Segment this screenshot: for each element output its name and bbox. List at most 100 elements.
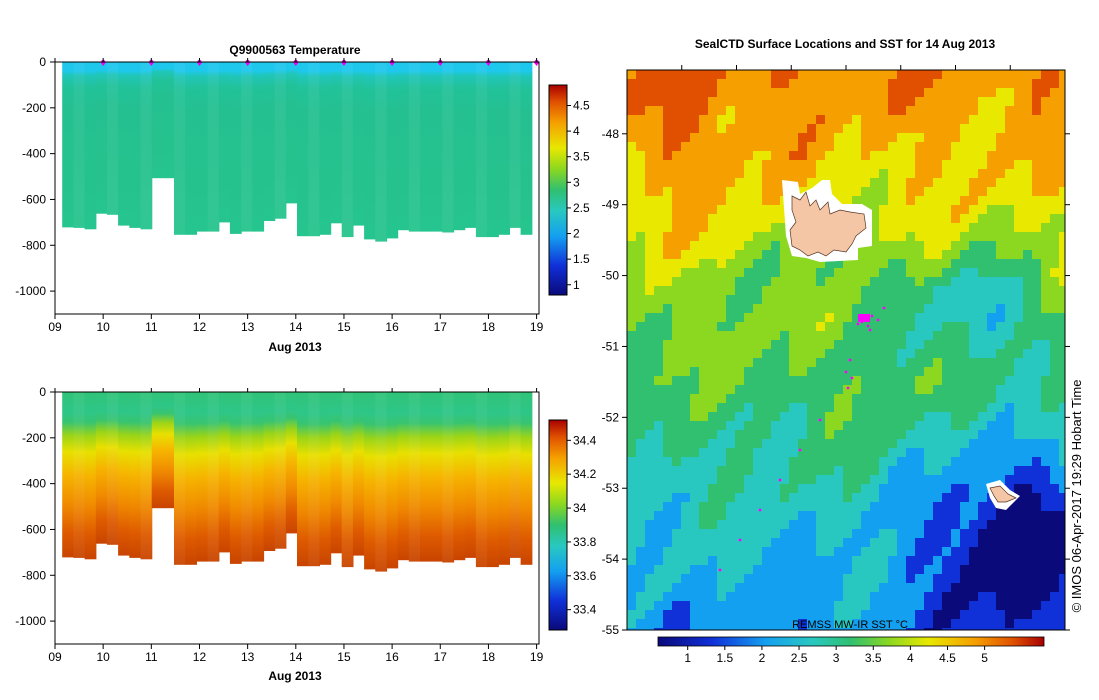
sst-cell <box>726 223 736 233</box>
sst-cell <box>852 430 862 440</box>
sst-cell <box>762 133 772 143</box>
sst-cell <box>1041 511 1051 521</box>
sst-cell <box>951 610 961 620</box>
sst-cell <box>780 403 790 413</box>
sst-cell <box>636 349 646 359</box>
sst-cell <box>996 232 1006 242</box>
sst-cell <box>798 187 808 197</box>
sst-cell <box>744 394 754 404</box>
sst-cell <box>654 214 664 224</box>
sst-cell <box>933 601 943 611</box>
sst-cell <box>969 358 979 368</box>
sst-cell <box>1014 628 1024 630</box>
sst-cell <box>933 484 943 494</box>
sst-cell <box>879 160 889 170</box>
sst-cell <box>987 412 997 422</box>
sst-cell <box>924 79 934 89</box>
sst-cell <box>717 529 727 539</box>
sst-cell <box>636 619 646 629</box>
sst-cell <box>789 115 799 125</box>
sst-cell <box>708 430 718 440</box>
seal-location <box>868 328 872 332</box>
sst-cell <box>969 547 979 557</box>
sst-cell <box>735 403 745 413</box>
sst-cell <box>816 304 826 314</box>
sst-cell <box>699 520 709 530</box>
sst-cell <box>915 358 925 368</box>
sst-cell <box>852 484 862 494</box>
sst-cell <box>1050 295 1060 305</box>
sst-cell <box>1059 466 1065 476</box>
sst-cell <box>897 106 907 116</box>
sst-cell <box>951 547 961 557</box>
sst-cell <box>1050 142 1060 152</box>
sst-cell <box>960 349 970 359</box>
sst-cell <box>1014 286 1024 296</box>
sst-cell <box>1014 214 1024 224</box>
sst-cell <box>924 70 934 80</box>
sst-cell <box>717 304 727 314</box>
sst-cell <box>1005 412 1015 422</box>
sst-cell <box>915 322 925 332</box>
sst-cell <box>951 241 961 251</box>
sst-cell <box>942 151 952 161</box>
sst-cell <box>879 268 889 278</box>
sst-cell <box>843 340 853 350</box>
sst-cell <box>807 565 817 575</box>
sst-cell <box>735 367 745 377</box>
colorbar-tick-label: 33.6 <box>573 569 597 583</box>
sst-cell <box>978 151 988 161</box>
sst-cell <box>654 106 664 116</box>
sst-cell <box>924 250 934 260</box>
sst-cell <box>825 511 835 521</box>
sst-cell <box>645 142 655 152</box>
sst-cell <box>744 403 754 413</box>
sst-cell <box>969 448 979 458</box>
sst-cell <box>1005 367 1015 377</box>
sst-cell <box>735 376 745 386</box>
sst-cell <box>789 340 799 350</box>
sst-cell <box>870 322 880 332</box>
sst-cell <box>951 385 961 395</box>
profile-column <box>475 392 488 568</box>
sst-cell <box>852 421 862 431</box>
sst-cell <box>825 493 835 503</box>
sst-cell <box>1032 88 1042 98</box>
sst-cell <box>933 295 943 305</box>
sst-cell <box>861 367 871 377</box>
sst-cell <box>969 493 979 503</box>
sst-cell <box>987 178 997 188</box>
sst-cell <box>987 538 997 548</box>
sst-cell <box>942 187 952 197</box>
sst-cell <box>663 250 673 260</box>
sst-cell <box>933 124 943 134</box>
sst-cell <box>879 511 889 521</box>
sst-cell <box>744 277 754 287</box>
profile-column <box>520 62 533 235</box>
island-south <box>986 480 1020 510</box>
sst-cell <box>645 286 655 296</box>
sst-cell <box>1032 70 1042 80</box>
sst-cell <box>888 619 898 629</box>
sst-cell <box>708 340 718 350</box>
sst-cell <box>654 493 664 503</box>
sst-cell <box>897 205 907 215</box>
sst-cell <box>969 628 979 630</box>
sst-cell <box>789 475 799 485</box>
sst-cell <box>870 358 880 368</box>
sst-cell <box>753 565 763 575</box>
sst-cell <box>1050 97 1060 107</box>
sst-cell <box>807 628 817 630</box>
sst-cell <box>906 412 916 422</box>
sst-cell <box>834 565 844 575</box>
profile-shade <box>174 62 186 235</box>
sst-cell <box>690 124 700 134</box>
sst-cell <box>663 403 673 413</box>
sst-cell <box>654 268 664 278</box>
sst-cell <box>699 547 709 557</box>
sst-cell <box>636 475 646 485</box>
sst-cell <box>870 232 880 242</box>
sst-cell <box>1014 538 1024 548</box>
sst-cell <box>690 619 700 629</box>
sst-cell <box>960 304 970 314</box>
